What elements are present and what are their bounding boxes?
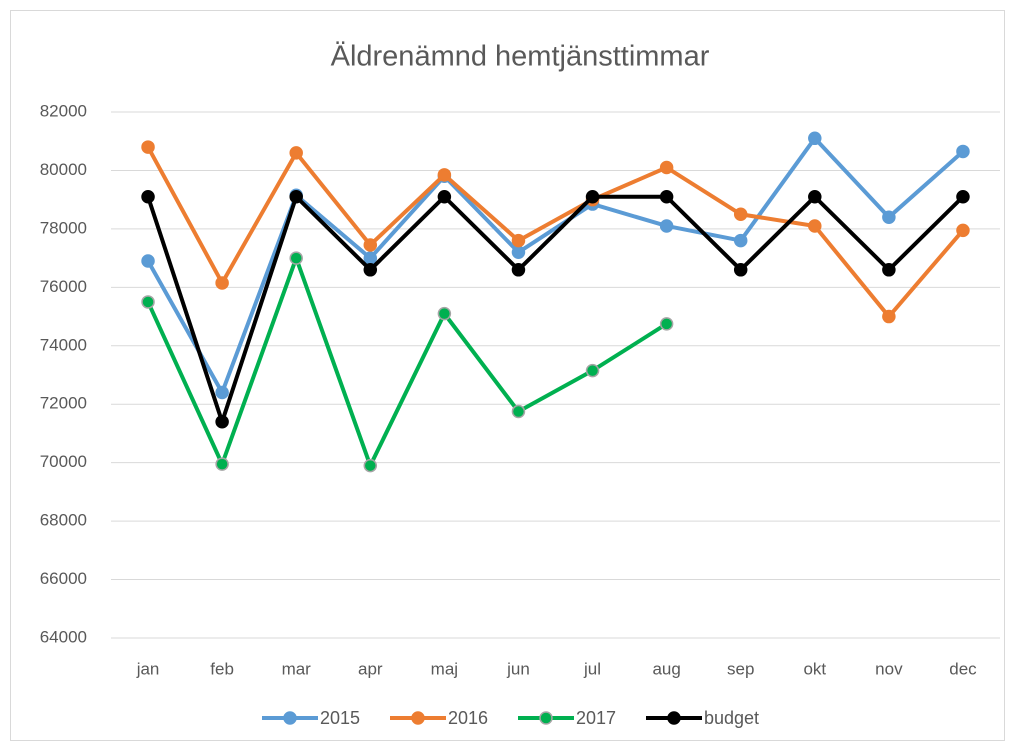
data-point (437, 189, 452, 204)
data-point (956, 223, 970, 238)
data-point (882, 309, 896, 324)
data-point (808, 189, 822, 204)
data-point (808, 131, 822, 146)
data-point (956, 144, 970, 159)
data-point (659, 317, 674, 331)
y-tick-label: 82000 (40, 101, 87, 120)
data-point (363, 458, 378, 473)
data-point (882, 263, 896, 277)
data-point (141, 140, 155, 154)
data-point (808, 219, 822, 233)
data-point (289, 146, 303, 160)
y-tick-label: 72000 (40, 394, 87, 413)
data-point (882, 210, 896, 224)
data-point (511, 404, 526, 419)
x-tick-label: jun (506, 659, 530, 678)
data-point (215, 276, 229, 290)
x-tick-label: feb (210, 659, 234, 678)
x-tick-label: mar (282, 659, 312, 678)
data-point (141, 254, 155, 268)
x-tick-label: apr (358, 659, 383, 678)
data-point (289, 189, 303, 204)
data-point (733, 207, 748, 222)
data-point (511, 245, 526, 260)
y-tick-label: 74000 (40, 335, 87, 354)
y-tick-label: 80000 (40, 160, 87, 179)
x-tick-label: nov (875, 659, 903, 678)
data-point (585, 189, 600, 204)
x-tick-label: jul (583, 659, 601, 678)
series-line (146, 194, 965, 424)
y-tick-label: 78000 (40, 218, 87, 237)
data-point (363, 238, 378, 252)
data-point (659, 219, 674, 233)
x-tick-label: aug (652, 659, 680, 678)
legend-label: 2015 (320, 708, 360, 728)
data-point (141, 189, 155, 204)
y-tick-label: 76000 (40, 277, 87, 296)
chart-border (10, 10, 1005, 741)
y-tick-label: 68000 (40, 511, 87, 530)
chart-title: Äldrenämnd hemtjänsttimmar (331, 41, 710, 73)
data-point (363, 251, 378, 265)
data-point (511, 263, 526, 277)
data-point (141, 295, 155, 309)
data-point (215, 415, 229, 429)
legend-marker (411, 711, 425, 725)
y-tick-label: 64000 (40, 627, 87, 646)
series-line (146, 146, 965, 319)
data-point (585, 363, 600, 378)
x-tick-label: sep (727, 659, 754, 678)
y-tick-label: 66000 (40, 569, 87, 588)
legend-label: budget (704, 708, 759, 728)
data-point (437, 168, 452, 182)
legend-label: 2017 (576, 708, 616, 728)
data-point (437, 306, 452, 321)
legend-marker (283, 711, 297, 725)
legend-marker (539, 711, 553, 725)
data-point (215, 457, 229, 471)
data-point (363, 263, 378, 277)
data-point (289, 251, 303, 265)
series-line (146, 256, 668, 468)
data-point (659, 160, 674, 175)
x-tick-label: maj (431, 659, 458, 678)
x-tick-label: dec (949, 659, 977, 678)
legend-label: 2016 (448, 708, 488, 728)
data-point (733, 263, 748, 277)
data-point (956, 189, 970, 204)
legend-marker (667, 711, 681, 725)
data-point (659, 189, 674, 204)
data-point (511, 233, 526, 248)
data-point (215, 385, 229, 400)
x-tick-label: jan (136, 659, 160, 678)
x-tick-label: okt (803, 659, 826, 678)
data-point (733, 233, 748, 248)
y-tick-label: 70000 (40, 452, 87, 471)
